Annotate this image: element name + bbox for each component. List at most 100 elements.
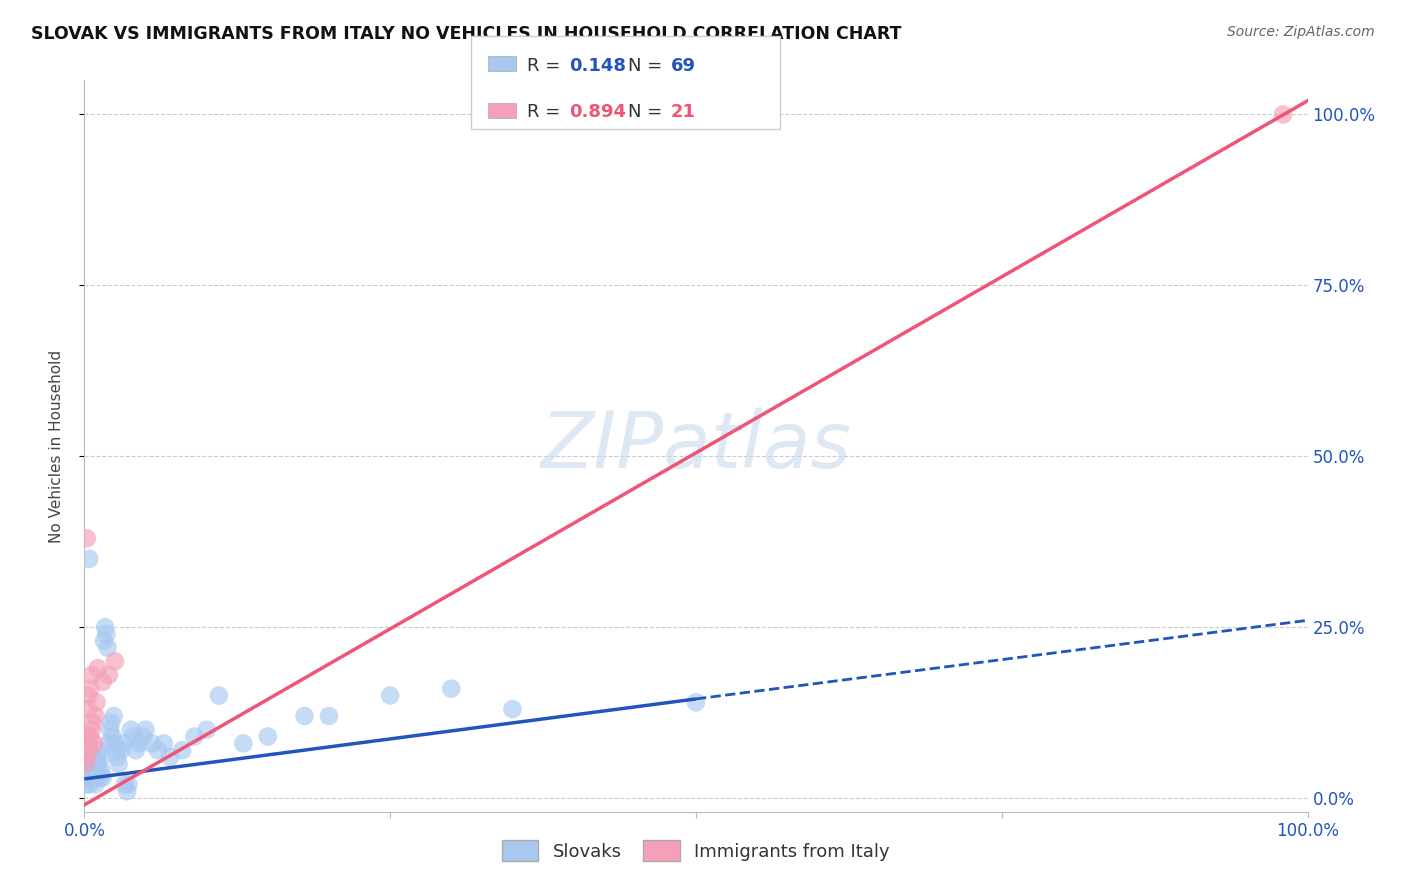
Point: [84, 771, 107, 785]
Point: [104, 654, 127, 668]
Point: [80, 764, 103, 778]
Point: [83, 750, 105, 764]
Text: N =: N =: [628, 57, 668, 75]
Point: [77, 551, 100, 566]
Text: ZIPatlas: ZIPatlas: [540, 408, 852, 484]
Point: [87, 661, 110, 675]
Legend: Slovaks, Immigrants from Italy: Slovaks, Immigrants from Italy: [495, 833, 897, 869]
Point: [77, 736, 100, 750]
Point: [502, 702, 524, 716]
Point: [86, 771, 108, 785]
Point: [183, 730, 205, 744]
Point: [77, 689, 100, 703]
Point: [91, 674, 114, 689]
Point: [82, 756, 104, 771]
Point: [97, 640, 120, 655]
Point: [380, 689, 402, 703]
Point: [90, 750, 112, 764]
Y-axis label: No Vehicles in Household: No Vehicles in Household: [49, 350, 63, 542]
Point: [93, 633, 115, 648]
Point: [76, 750, 98, 764]
Point: [104, 736, 127, 750]
Point: [294, 709, 316, 723]
Point: [172, 743, 194, 757]
Point: [103, 709, 125, 723]
Point: [94, 620, 117, 634]
Point: [79, 681, 101, 696]
Point: [77, 743, 100, 757]
Point: [257, 730, 280, 744]
Point: [82, 715, 104, 730]
Text: 0.894: 0.894: [569, 103, 627, 121]
Point: [91, 771, 114, 785]
Point: [79, 756, 101, 771]
Point: [79, 730, 101, 744]
Point: [318, 709, 340, 723]
Point: [87, 756, 110, 771]
Point: [84, 709, 107, 723]
Point: [122, 730, 145, 744]
Point: [75, 756, 97, 771]
Point: [80, 723, 103, 737]
Point: [80, 668, 103, 682]
Point: [100, 715, 122, 730]
Point: [87, 764, 110, 778]
Point: [132, 730, 155, 744]
Point: [77, 756, 100, 771]
Point: [107, 756, 129, 771]
Point: [101, 730, 124, 744]
Point: [195, 723, 218, 737]
Point: [86, 695, 108, 709]
Point: [141, 736, 163, 750]
Text: 21: 21: [671, 103, 696, 121]
Point: [97, 668, 120, 682]
Point: [77, 764, 100, 778]
Point: [146, 743, 169, 757]
Point: [97, 736, 120, 750]
Point: [76, 730, 98, 744]
Point: [76, 764, 98, 778]
Point: [84, 777, 107, 791]
Point: [128, 736, 150, 750]
Point: [80, 764, 103, 778]
Point: [86, 756, 108, 771]
Point: [159, 750, 181, 764]
Text: 0.148: 0.148: [569, 57, 627, 75]
Point: [87, 750, 110, 764]
Point: [105, 743, 128, 757]
Point: [114, 777, 136, 791]
Point: [110, 743, 132, 757]
Point: [77, 702, 100, 716]
Point: [440, 681, 463, 696]
Point: [96, 627, 118, 641]
Point: [98, 723, 121, 737]
Point: [208, 689, 231, 703]
Point: [89, 771, 111, 785]
Point: [105, 750, 128, 764]
Point: [135, 723, 157, 737]
Point: [120, 723, 142, 737]
Point: [153, 736, 176, 750]
Point: [87, 743, 110, 757]
Point: [83, 736, 105, 750]
Point: [1272, 107, 1295, 121]
Point: [77, 771, 100, 785]
Point: [90, 764, 112, 778]
Point: [83, 764, 105, 778]
Text: 69: 69: [671, 57, 696, 75]
Point: [77, 777, 100, 791]
Point: [117, 777, 139, 791]
Point: [82, 771, 104, 785]
Text: R =: R =: [527, 103, 567, 121]
Point: [75, 771, 97, 785]
Point: [76, 777, 98, 791]
Point: [80, 750, 103, 764]
Point: [685, 695, 707, 709]
Point: [76, 531, 98, 545]
Text: R =: R =: [527, 57, 567, 75]
Point: [112, 736, 135, 750]
Text: N =: N =: [628, 103, 668, 121]
Point: [79, 771, 101, 785]
Point: [125, 743, 148, 757]
Text: Source: ZipAtlas.com: Source: ZipAtlas.com: [1227, 25, 1375, 39]
